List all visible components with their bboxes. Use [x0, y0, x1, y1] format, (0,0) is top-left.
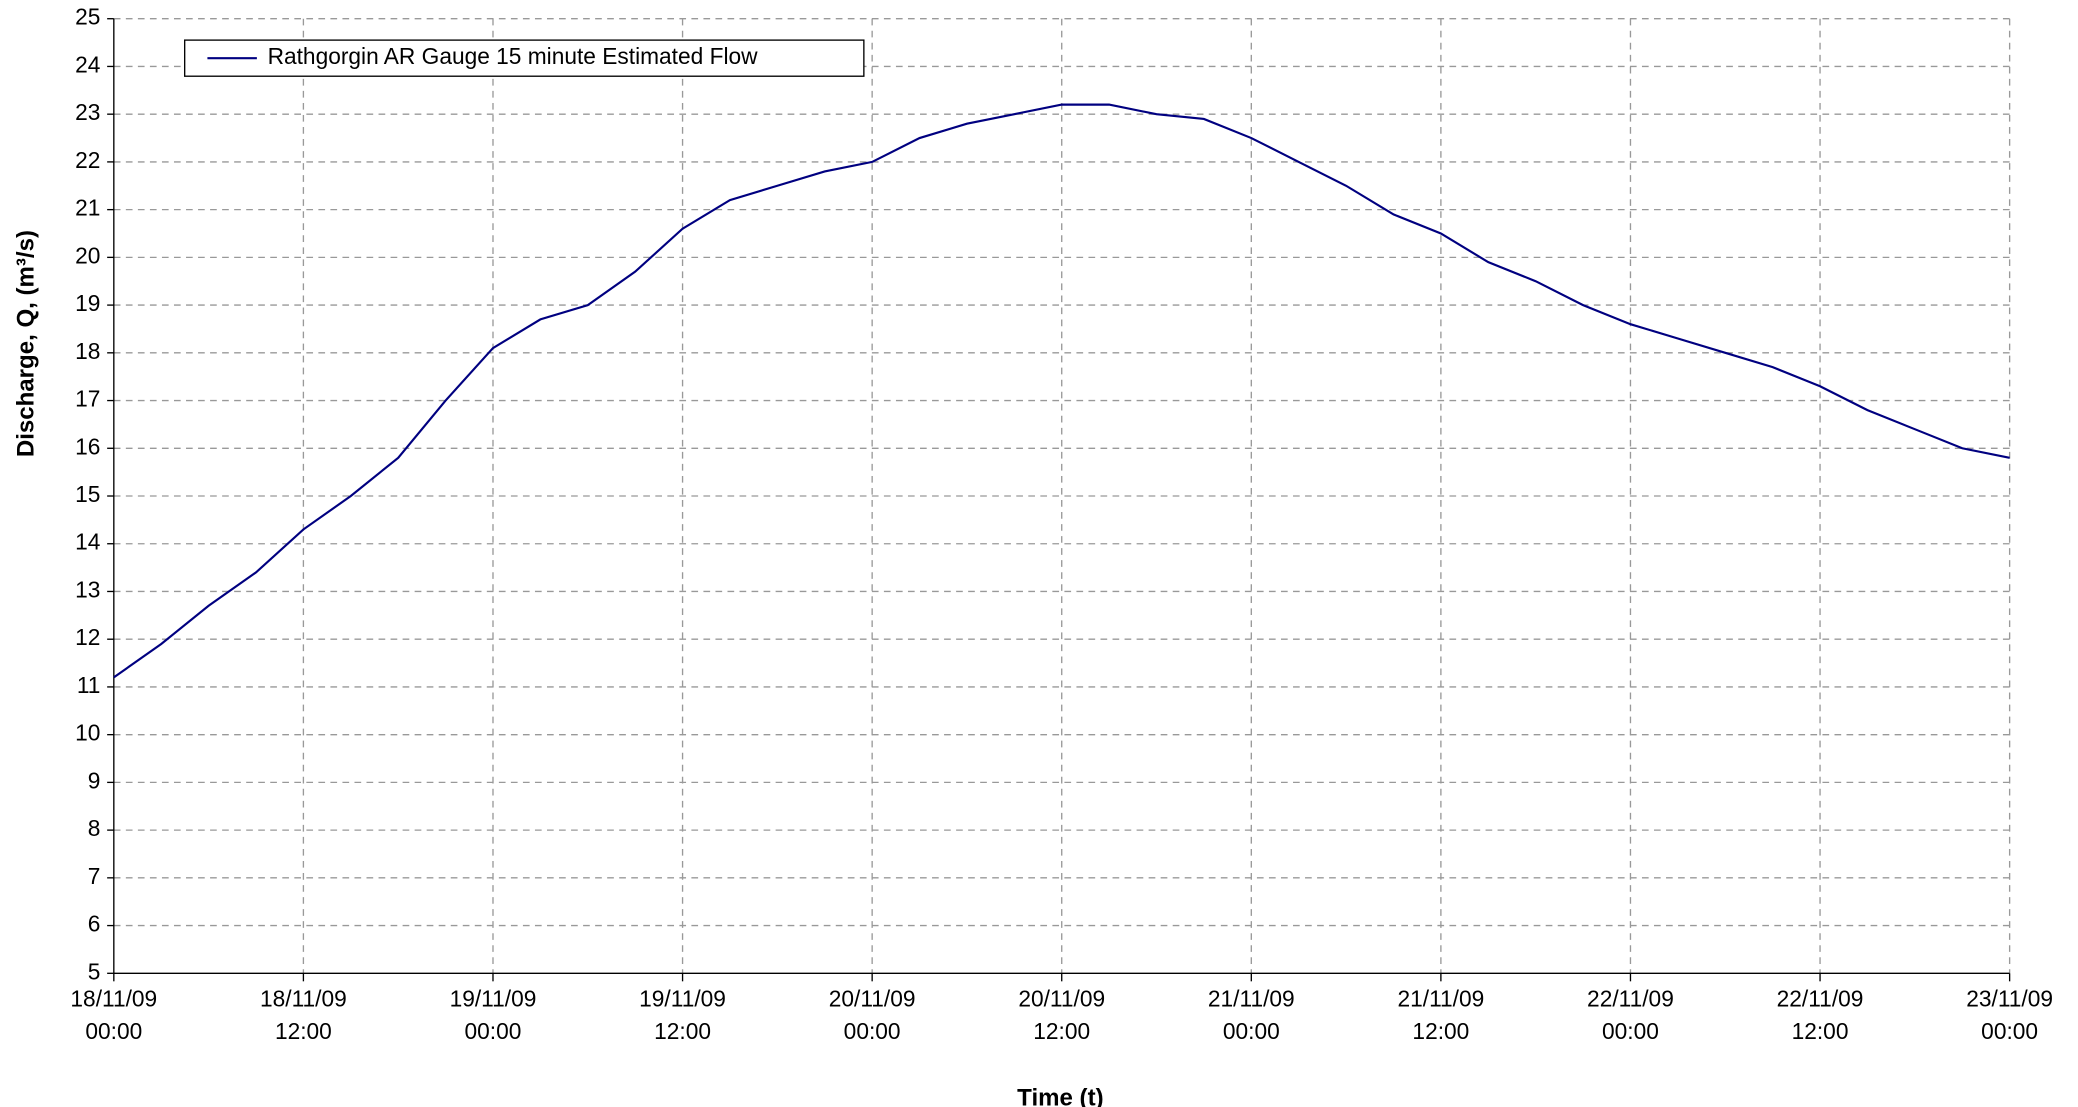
y-tick-label: 22 — [75, 147, 100, 173]
y-tick-label: 23 — [75, 99, 100, 125]
x-tick-label: 18/11/09 00:00 — [70, 986, 158, 1045]
x-tick-label-box: 22/11/09 12:00 — [1776, 986, 1864, 1045]
y-axis-title: Discharge, Q, (m³/s) — [12, 230, 39, 457]
x-axis-title: Time (t) — [1017, 1084, 1103, 1107]
y-tick-label: 19 — [75, 290, 100, 316]
data-line — [113, 103, 2010, 679]
x-tick-label: 22/11/09 12:00 — [1776, 986, 1864, 1045]
x-tick-label: 21/11/09 00:00 — [1207, 986, 1295, 1045]
x-tick-label: 20/11/09 00:00 — [828, 986, 916, 1045]
y-tick-label: 16 — [75, 433, 100, 459]
y-tick-label: 9 — [88, 767, 101, 793]
y-tick-label: 20 — [75, 242, 100, 268]
y-tick-label: 10 — [75, 720, 100, 746]
x-tick-label: 23/11/09 00:00 — [1966, 986, 2054, 1045]
x-tick-label-box: 19/11/09 12:00 — [639, 986, 726, 1045]
x-tick-label: 20/11/09 12:00 — [1018, 986, 1106, 1045]
y-tick-label: 5 — [88, 958, 101, 984]
x-tick-label-box: 20/11/09 12:00 — [1018, 986, 1106, 1045]
x-tick-label-box: 21/11/09 00:00 — [1207, 986, 1295, 1045]
x-tick-label-box: 20/11/09 00:00 — [828, 986, 916, 1045]
legend-label: Rathgorgin AR Gauge 15 minute Estimated … — [268, 43, 759, 69]
y-tick-label: 21 — [75, 195, 100, 221]
x-tick-label-box: 23/11/09 00:00 — [1966, 986, 2054, 1045]
x-tick-label-box: 19/11/09 00:00 — [449, 986, 537, 1045]
x-tick-label-box: 18/11/09 00:00 — [70, 986, 158, 1045]
y-tick-label: 18 — [75, 338, 100, 364]
y-tick-label: 13 — [75, 576, 100, 602]
legend-box — [184, 39, 865, 77]
y-tick-label: 25 — [75, 4, 100, 30]
x-tick-label-box: 21/11/09 12:00 — [1397, 986, 1485, 1045]
y-tick-label: 7 — [88, 863, 101, 889]
y-tick-label: 24 — [75, 51, 100, 77]
x-tick-label: 22/11/09 00:00 — [1587, 986, 1674, 1045]
y-tick-label: 15 — [75, 481, 100, 507]
x-tick-label: 18/11/09 12:00 — [259, 986, 347, 1045]
x-tick-label: 19/11/09 12:00 — [639, 986, 726, 1045]
y-tick-label: 11 — [77, 672, 101, 698]
x-tick-label-box: 22/11/09 00:00 — [1587, 986, 1674, 1045]
y-tick-label: 14 — [75, 529, 100, 555]
x-tick-label: 19/11/09 00:00 — [449, 986, 537, 1045]
y-tick-label: 17 — [75, 386, 100, 412]
x-tick-label: 21/11/09 12:00 — [1397, 986, 1485, 1045]
y-tick-label: 6 — [88, 911, 101, 937]
y-tick-label: 8 — [88, 815, 101, 841]
x-tick-label-box: 18/11/09 12:00 — [259, 986, 347, 1045]
y-tick-label: 12 — [75, 624, 100, 650]
